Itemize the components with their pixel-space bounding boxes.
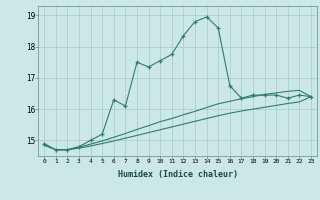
X-axis label: Humidex (Indice chaleur): Humidex (Indice chaleur) <box>118 170 238 179</box>
